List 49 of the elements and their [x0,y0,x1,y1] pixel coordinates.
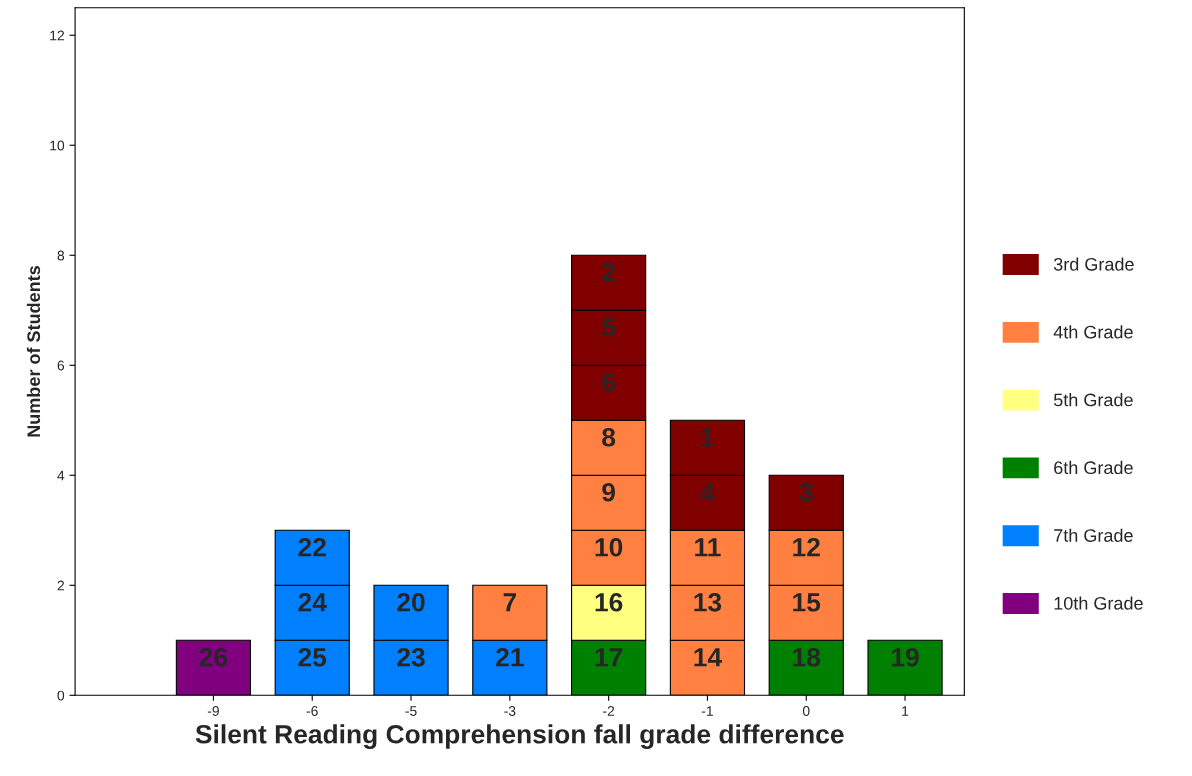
legend-label: 4th Grade [1053,325,1133,339]
annotation: 15 [793,593,821,612]
legend-label: 6th Grade [1054,460,1133,475]
annotation: 6 [602,372,616,392]
x-tick-label: -1 [701,706,713,716]
annotation: 25 [298,647,327,667]
y-tick-label: 10 [50,140,65,151]
x-tick-label: -9 [207,706,219,716]
annotation: 17 [595,648,623,667]
legend-label: 5th Grade [1053,393,1133,407]
annotation: 24 [298,592,327,612]
annotation: 3 [799,482,813,502]
annotation: 21 [496,647,524,667]
y-axis-title: Number of Students [26,266,41,437]
annotation: 20 [397,592,425,612]
x-tick-label: 1 [902,706,909,716]
x-tick-label: -3 [504,706,516,716]
annotation: 10 [595,537,623,557]
y-tick-label: 4 [57,470,65,481]
annotation: 4 [700,483,715,502]
annotation: 22 [298,537,326,557]
y-tick-label: 6 [57,360,65,371]
y-tick-label: 12 [50,30,64,41]
annotation: 16 [595,592,623,612]
annotation: 9 [602,482,615,502]
y-tick-label: 2 [57,580,64,591]
legend-label: 10th Grade [1054,596,1143,610]
annotation: 14 [694,648,722,667]
x-tick-label: -2 [603,706,615,716]
x-axis-title: Silent Reading Comprehension fall grade difference [195,724,844,749]
annotation: 19 [892,647,919,667]
annotation: 12 [793,537,820,557]
annotation: 18 [793,647,821,667]
x-tick-label: -5 [405,706,417,716]
x-tick-label: -6 [306,706,318,716]
y-tick-label: 0 [57,690,65,701]
annotation: 26 [199,647,228,667]
annotation: 8 [602,427,616,447]
y-tick-label: 8 [57,250,65,261]
annotation: 2 [602,262,615,282]
annotation: 7 [503,593,517,612]
annotation: 13 [694,592,722,612]
annotation: 1 [701,428,715,447]
legend-label: 7th Grade [1054,528,1133,542]
x-tick-label: 0 [802,706,810,716]
annotation: 23 [397,647,425,667]
annotation: 5 [602,318,616,337]
legend-label: 3rd Grade [1053,257,1134,271]
annotation: 11 [695,538,721,557]
